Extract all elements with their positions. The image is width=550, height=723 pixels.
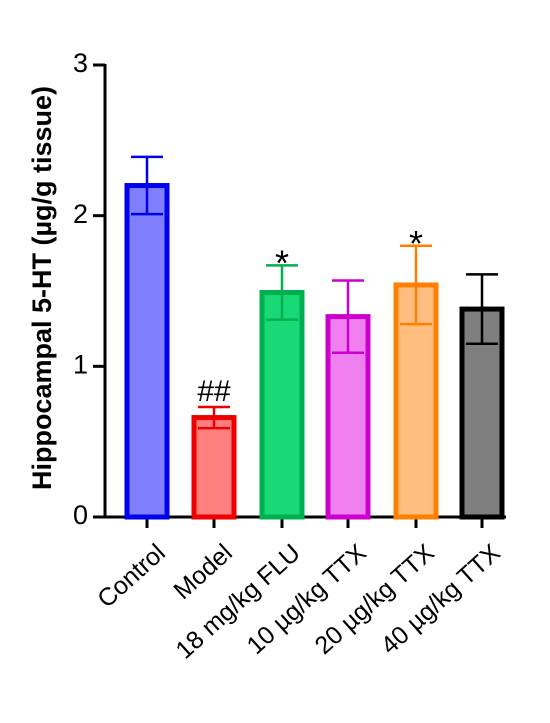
significance-mark: * (409, 223, 423, 264)
y-axis-title: Hippocampal 5-HT (µg/g tissue) (27, 86, 57, 490)
y-tick-label: 0 (73, 500, 88, 530)
y-tick-label: 1 (73, 349, 88, 379)
y-axis: 0 1 2 3 (73, 48, 107, 530)
bar (124, 183, 170, 520)
significance-mark: ## (197, 375, 231, 408)
significance-annotations: ## * * (197, 223, 423, 408)
y-tick-label: 3 (73, 48, 88, 78)
category-label: Control (92, 539, 171, 614)
bar (191, 415, 237, 520)
bar (259, 290, 305, 520)
bars (124, 183, 505, 520)
significance-mark: * (275, 242, 289, 283)
error-bars (131, 155, 498, 430)
y-tick-label: 2 (73, 199, 88, 229)
